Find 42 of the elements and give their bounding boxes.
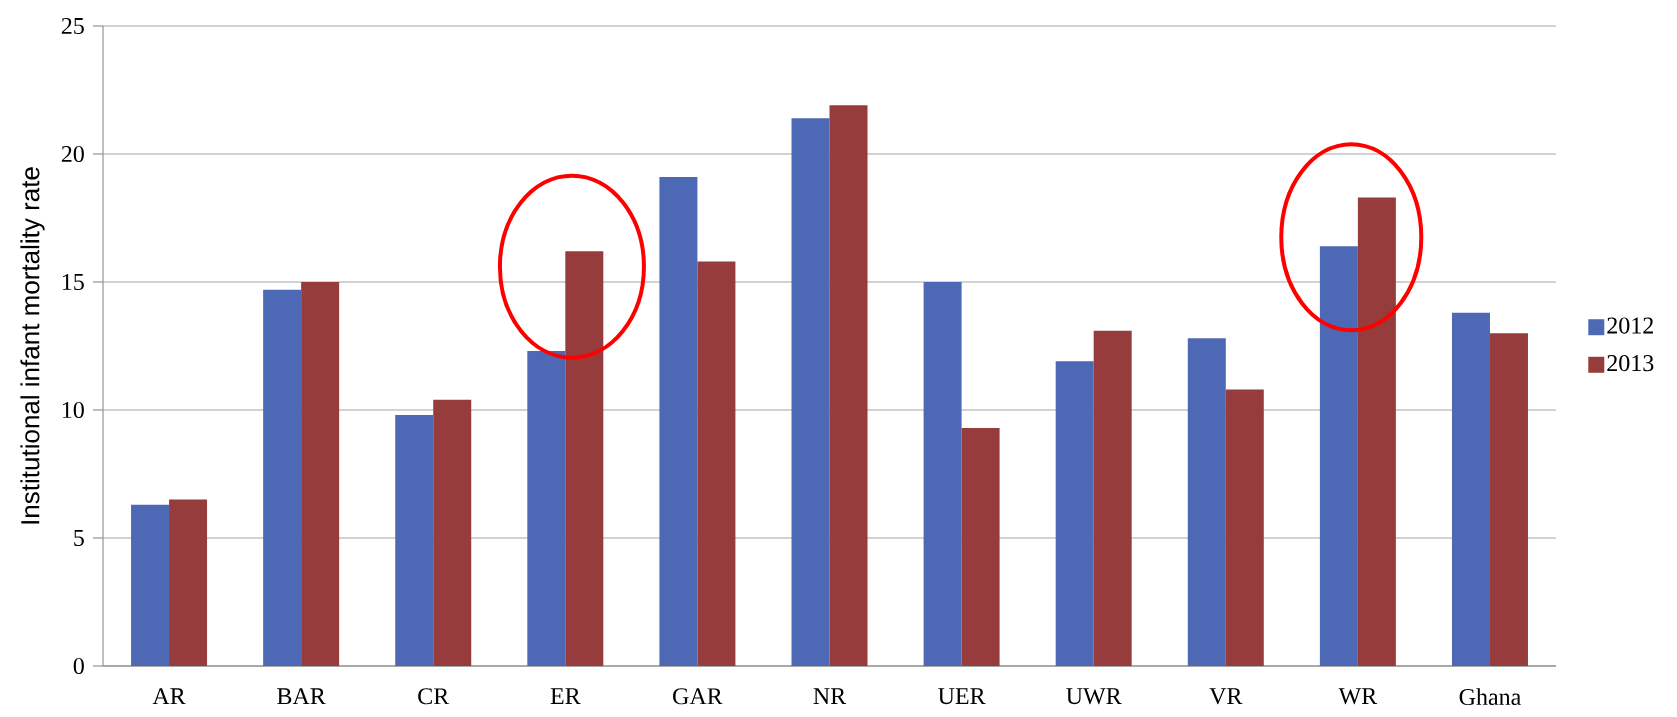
x-tick-label: NR — [813, 688, 847, 704]
bar — [1357, 197, 1396, 666]
bar — [1187, 338, 1226, 666]
bar — [791, 118, 830, 666]
x-tick-label: ER — [550, 688, 581, 704]
x-tick-label: BAR — [277, 688, 326, 705]
bar — [961, 427, 1000, 666]
bar — [659, 177, 698, 666]
y-tick-label: 25 — [61, 17, 84, 35]
x-tick-label: CR — [418, 688, 450, 705]
bar — [1225, 389, 1264, 666]
bar — [697, 261, 736, 666]
x-tick-label: UER — [938, 688, 986, 705]
x-tick-label: AR — [152, 688, 186, 705]
bar — [1451, 312, 1490, 666]
bar — [131, 504, 170, 666]
bar — [1055, 361, 1094, 666]
bar — [565, 251, 604, 666]
x-tick-label: WR — [1338, 688, 1378, 705]
bar — [1319, 246, 1358, 666]
y-tick-label: 10 — [62, 401, 84, 419]
bar — [1489, 333, 1528, 666]
bar — [263, 289, 302, 666]
y-tick-label: 20 — [61, 145, 84, 163]
bar — [301, 282, 340, 666]
legend-label: 2013 — [1607, 354, 1654, 372]
legend-label: 2012 — [1607, 317, 1653, 334]
bar — [169, 499, 208, 666]
y-tick-label: 0 — [73, 657, 84, 675]
bar — [527, 351, 566, 666]
y-tick-label: 5 — [74, 530, 84, 546]
bar — [395, 415, 434, 666]
x-tick-label: VR — [1209, 688, 1243, 705]
bar — [433, 399, 472, 666]
x-tick-label: Ghana — [1459, 688, 1521, 706]
bar — [923, 282, 962, 666]
bar — [1093, 330, 1132, 666]
x-tick-label: UWR — [1066, 688, 1122, 705]
x-tick-label: GAR — [673, 688, 723, 705]
y-axis-title: Institutional infant mortality rate — [20, 167, 45, 524]
y-tick-label: 15 — [62, 273, 84, 291]
bar — [829, 105, 868, 666]
